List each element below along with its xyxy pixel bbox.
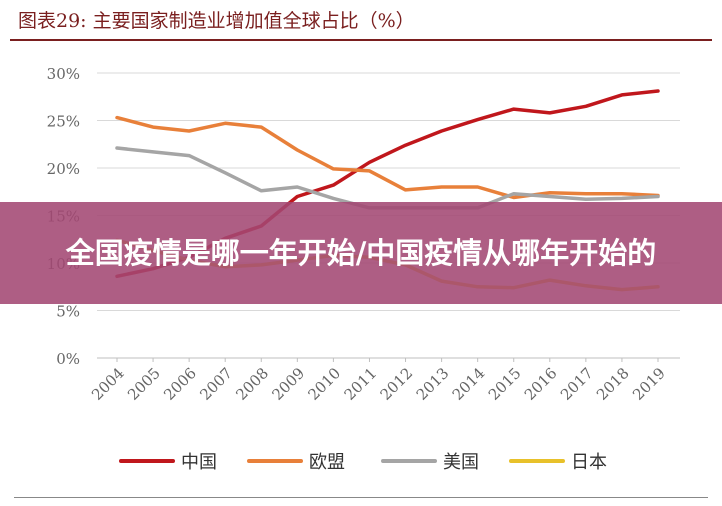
bottom-rule [14, 497, 708, 498]
x-tick-label: 2010 [304, 364, 344, 404]
x-tick-label: 2015 [485, 364, 525, 404]
x-tick-label: 2011 [341, 364, 381, 404]
x-tick-label: 2019 [629, 364, 669, 404]
title-rule [10, 39, 712, 41]
x-tick-label: 2017 [557, 364, 597, 404]
y-tick-label: 25% [47, 113, 80, 131]
x-tick-label: 2004 [88, 364, 128, 404]
legend-label: 欧盟 [309, 452, 345, 473]
x-tick-label: 2008 [232, 364, 272, 404]
legend: 中国 欧盟 美国 日本 [119, 452, 607, 473]
y-tick-label: 0% [56, 350, 80, 368]
x-tick-label: 2005 [124, 364, 164, 404]
y-tick-label: 20% [47, 160, 80, 178]
legend-label: 美国 [443, 452, 479, 473]
figure-title: 图表29: 主要国家制造业增加值全球占比（%） [18, 10, 415, 32]
y-tick-label: 5% [56, 303, 80, 321]
y-tick-label: 30% [47, 65, 80, 83]
legend-label: 日本 [571, 452, 607, 473]
x-tick-label: 2012 [377, 364, 417, 404]
x-tick-label: 2013 [413, 364, 453, 404]
x-tick-label: 2009 [268, 364, 308, 404]
x-axis-ticks: 2004200520062007200820092010201120122013… [88, 358, 669, 404]
x-tick-label: 2014 [449, 364, 489, 404]
series-line-1 [115, 115, 660, 200]
banner-text: 全国疫情是哪一年开始/中国疫情从哪年开始的 [65, 236, 657, 270]
x-tick-label: 2006 [160, 364, 200, 404]
x-tick-label: 2016 [521, 364, 561, 404]
legend-label: 中国 [181, 452, 217, 473]
series-line-2 [115, 146, 660, 210]
x-tick-label: 2007 [196, 364, 236, 404]
x-tick-label: 2018 [593, 364, 633, 404]
overlay-banner: 全国疫情是哪一年开始/中国疫情从哪年开始的 [0, 202, 722, 304]
